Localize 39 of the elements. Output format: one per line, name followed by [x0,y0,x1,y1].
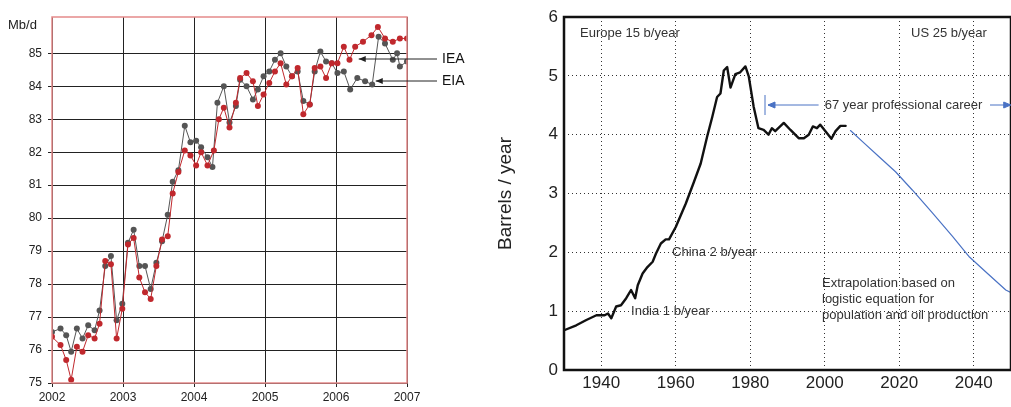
x-tick-label: 1960 [656,372,695,392]
text: IEA [442,49,466,66]
x-tick-label: 2040 [954,372,993,392]
y-tick-label: 84 [28,78,43,93]
y-axis-title: Barrels / year [493,136,515,250]
annotation: 67 year professional career [824,96,983,112]
y-tick-label: 4 [548,124,558,144]
y-tick-label: 78 [28,276,43,291]
y-tick-label: 6 [548,6,558,26]
x-tick-label: 2007 [393,389,421,404]
annotation: China 2 b/year [672,243,758,259]
x-tick-label: 1980 [731,372,770,392]
x-tick-label: 2003 [109,389,137,404]
y-tick-label: 82 [28,144,43,159]
y-tick-label: 2 [548,242,558,262]
text: EIA [442,71,466,88]
y-tick-label: 80 [28,210,43,225]
x-tick-label: 2006 [322,389,350,404]
annotation: Extrapolation based on logistic equation for population and oil production [822,274,989,322]
y-tick-label: 81 [28,177,43,192]
x-tick-label: 2005 [251,389,279,404]
y-tick-label: 3 [548,183,558,203]
x-tick-label: 2002 [38,389,66,404]
y-tick-label: 83 [28,111,43,126]
y-tick-label: 76 [28,342,43,357]
y-tick-label: 75 [28,375,43,390]
y-tick-label: 5 [548,65,558,85]
x-tick-label: 2020 [880,372,919,392]
y-tick-label: 79 [28,243,43,258]
x-tick-label: 2000 [805,372,844,392]
y-axis-title: Mb/d [8,16,37,32]
annotation: US 25 b/year [911,24,988,40]
y-tick-label: 0 [548,359,558,379]
annotation: Europe 15 b/year [580,24,681,40]
y-tick-label: 77 [28,309,43,324]
y-tick-label: 1 [548,300,558,320]
x-tick-label: 2004 [180,389,208,404]
y-tick-label: 85 [28,45,43,60]
x-tick-label: 1940 [582,372,621,392]
